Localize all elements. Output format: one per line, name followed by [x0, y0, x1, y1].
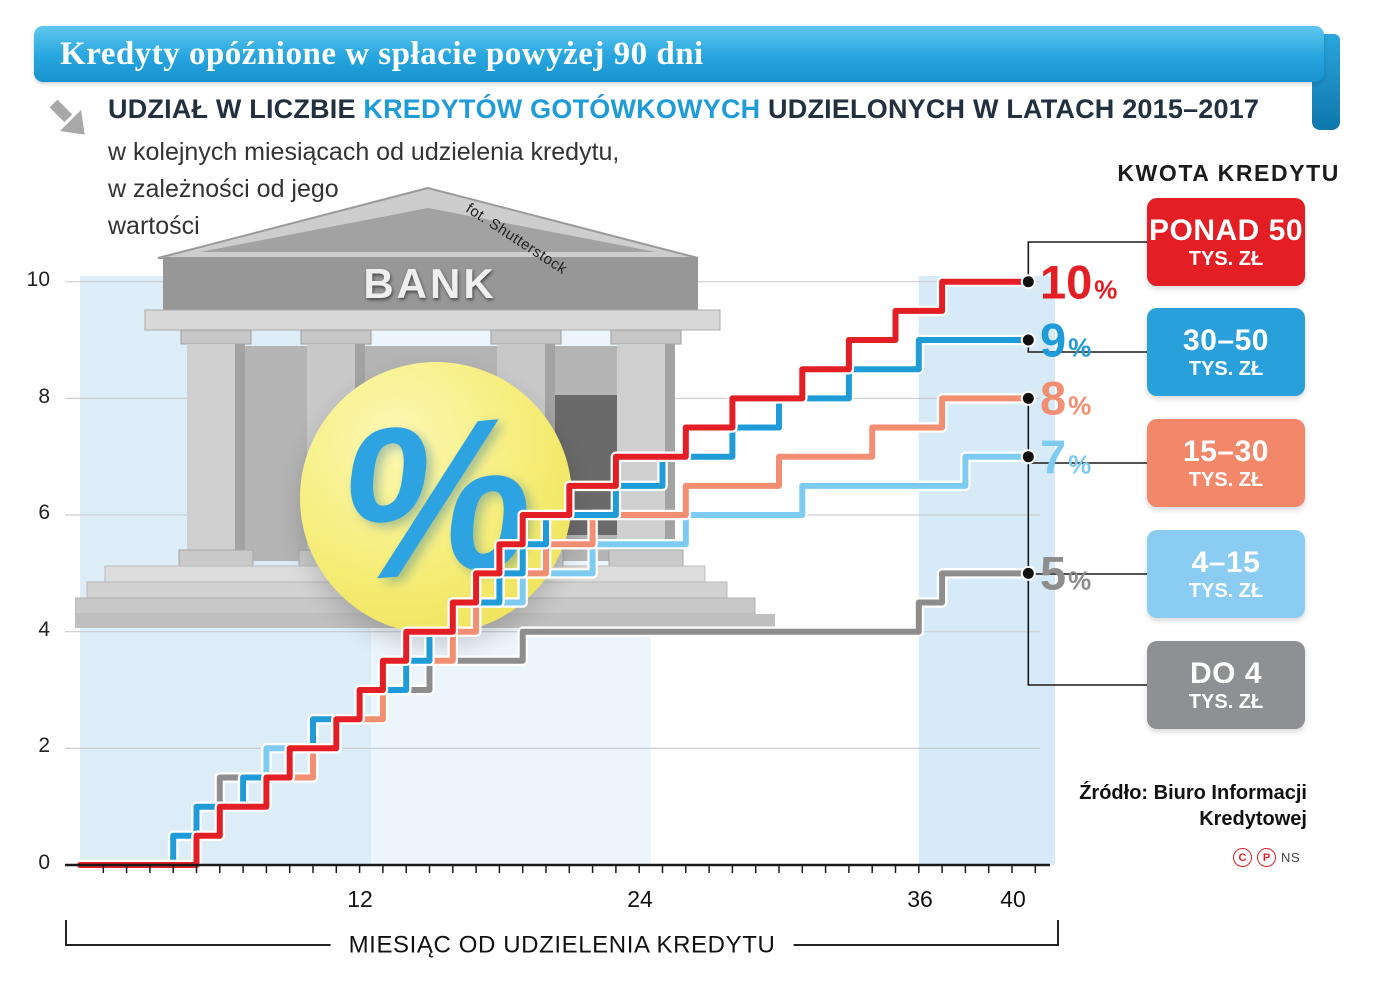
y-tick-label: 0 — [38, 851, 50, 874]
x-tick-label: 36 — [907, 886, 933, 912]
legend-item-ponad-50: PONAD 50 TYS. ZŁ — [1147, 198, 1305, 286]
rights-marks: C P NS — [1233, 848, 1300, 867]
chart-subheading: w kolejnych miesiącach od udzielenia kre… — [108, 134, 619, 245]
source-line-2: Kredytowej — [1199, 808, 1307, 830]
legend-item-do-4: DO 4 TYS. ZŁ — [1147, 641, 1305, 729]
copyright-mark-icon: C — [1233, 848, 1252, 867]
y-tick-label: 2 — [38, 734, 50, 757]
source-line-1: Źródło: Biuro Informacji — [1079, 782, 1307, 804]
series-end-value-15-30: 8% — [1040, 371, 1092, 425]
x-tick-label: 40 — [1000, 886, 1026, 912]
subheading-line-1: w kolejnych miesiącach od udzielenia kre… — [108, 138, 620, 166]
x-axis-bracket: MIESIĄC OD UDZIELENIA KREDYTU — [65, 920, 1059, 960]
step-line-chart — [65, 274, 1050, 873]
press-mark-icon: P — [1257, 848, 1276, 867]
series-end-value-30-50: 9% — [1040, 313, 1092, 367]
legend-item-30-50: 30–50 TYS. ZŁ — [1147, 308, 1305, 396]
y-tick-label: 10 — [26, 268, 50, 291]
heading-part-1: UDZIAŁ W LICZBIE — [108, 94, 364, 124]
page-title: Kredyty opóźnione w spłacie powyżej 90 d… — [60, 36, 704, 72]
legend-title: KWOTA KREDYTU — [1117, 160, 1340, 186]
header-bar: Kredyty opóźnione w spłacie powyżej 90 d… — [34, 26, 1324, 82]
chart-heading: UDZIAŁ W LICZBIE KREDYTÓW GOTÓWKOWYCH UD… — [108, 94, 1259, 125]
series-end-value-do-4: 5% — [1040, 546, 1092, 600]
y-tick-label: 8 — [38, 385, 50, 408]
bank-sign-label: BANK — [363, 260, 497, 307]
legend-item-15-30: 15–30 TYS. ZŁ — [1147, 419, 1305, 507]
x-tick-label: 12 — [347, 886, 373, 912]
subheading-line-3: wartości — [108, 212, 200, 240]
source-credit: Źródło: Biuro Informacji Kredytowej — [1000, 780, 1307, 832]
legend-item-4-15: 4–15 TYS. ZŁ — [1147, 530, 1305, 618]
heading-part-2: UDZIELONYCH W LATACH 2015–2017 — [760, 94, 1260, 124]
y-tick-label: 6 — [38, 501, 50, 524]
initials-mark: NS — [1281, 850, 1301, 865]
series-end-value-ponad-50: 10% — [1040, 255, 1118, 309]
series-end-value-4-15: 7% — [1040, 430, 1092, 484]
subheading-line-2: w zależności od jego — [108, 175, 339, 203]
x-axis-title: MIESIĄC OD UDZIELENIA KREDYTU — [330, 931, 794, 960]
y-tick-label: 4 — [38, 618, 50, 641]
heading-highlight: KREDYTÓW GOTÓWKOWYCH — [363, 94, 761, 124]
x-tick-label: 24 — [627, 886, 653, 912]
arrow-down-right-icon — [38, 88, 98, 148]
